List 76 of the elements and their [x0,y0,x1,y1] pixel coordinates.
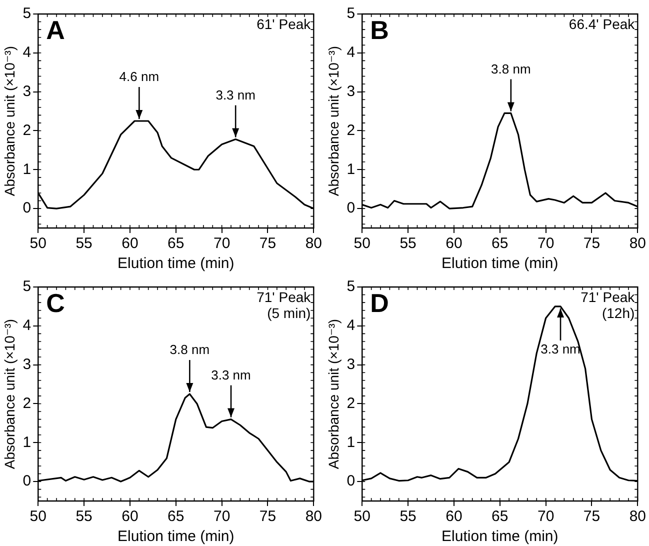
annotation: 3.8 nm [170,342,210,358]
x-tick-label: 50 [354,508,370,526]
chart-title: A [46,15,66,46]
x-tick-label: 70 [537,235,554,252]
annotation: (12h) [602,304,635,321]
x-tick-label: 80 [305,235,322,252]
annotation: 3.8 nm [491,61,531,76]
y-axis-title: Absorbance unit (×10⁻³) [1,318,18,470]
y-tick-label: 4 [346,44,356,62]
y-axis-title: Absorbance unit (×10⁻³) [325,318,342,470]
annotation: 4.6 nm [119,69,160,84]
y-tick-label: 3 [22,356,32,373]
chart-title: B [370,15,389,46]
x-tick-label: 80 [305,508,322,526]
y-tick-label: 4 [22,317,32,334]
x-tick-label: 55 [76,508,92,526]
y-tick-label: 1 [22,434,32,451]
y-tick-label: 0 [346,200,356,217]
x-tick-label: 60 [446,508,462,526]
y-tick-label: 5 [346,278,356,296]
annotation: 3.3 nm [540,342,580,357]
y-tick-label: 2 [22,394,32,412]
y-tick-label: 3 [346,82,356,100]
x-axis-title: Elution time (min) [118,528,234,546]
x-tick-label: 75 [259,235,276,252]
x-tick-label: 60 [122,508,138,526]
y-axis-title: Absorbance unit (×10⁻³) [1,46,18,196]
x-tick-label: 60 [122,235,138,252]
y-tick-label: 2 [346,122,356,139]
y-tick-label: 5 [22,278,32,296]
x-tick-label: 75 [583,235,600,252]
y-tick-label: 4 [346,317,356,334]
y-tick-label: 5 [22,5,32,22]
x-tick-label: 70 [213,508,230,526]
x-tick-label: 65 [168,235,184,252]
x-tick-label: 80 [629,508,646,526]
x-tick-label: 70 [213,235,230,252]
x-tick-label: 65 [168,508,184,526]
x-axis-title: Elution time (min) [118,255,234,272]
y-tick-label: 3 [22,82,32,100]
x-tick-label: 65 [492,508,508,526]
x-tick-label: 50 [30,508,46,526]
x-tick-label: 70 [537,508,554,526]
x-tick-label: 50 [30,235,46,252]
annotation: 3.3 nm [216,87,256,102]
x-tick-label: 55 [76,235,92,252]
x-axis-title: Elution time (min) [442,255,558,272]
x-tick-label: 55 [400,235,416,252]
y-tick-label: 0 [22,200,32,217]
y-tick-label: 0 [346,472,356,490]
x-tick-label: 55 [400,508,416,526]
annotation: 71' Peak [256,288,312,305]
x-tick-label: 50 [354,235,370,252]
chart-title: C [46,288,66,318]
y-tick-label: 1 [346,434,356,451]
y-tick-label: 2 [22,122,32,139]
y-tick-label: 3 [346,356,356,373]
y-tick-label: 2 [346,394,356,412]
annotation: 61' Peak [256,16,312,32]
y-tick-label: 1 [346,160,356,178]
annotation: (5 min) [267,304,311,321]
x-tick-label: 75 [259,508,276,526]
y-tick-label: 4 [22,44,32,62]
chart-title: D [370,288,389,318]
annotation: 66.4' Peak [568,16,636,32]
annotation: 71' Peak [580,288,636,305]
annotation: 3.3 nm [211,367,251,382]
x-tick-label: 80 [629,235,646,252]
x-tick-label: 65 [492,235,508,252]
y-tick-label: 0 [22,472,32,490]
x-axis-title: Elution time (min) [442,528,558,546]
x-tick-label: 75 [583,508,600,526]
x-tick-label: 60 [446,235,462,252]
y-axis-title: Absorbance unit (×10⁻³) [325,46,342,196]
y-tick-label: 1 [22,160,32,178]
y-tick-label: 5 [346,5,356,22]
